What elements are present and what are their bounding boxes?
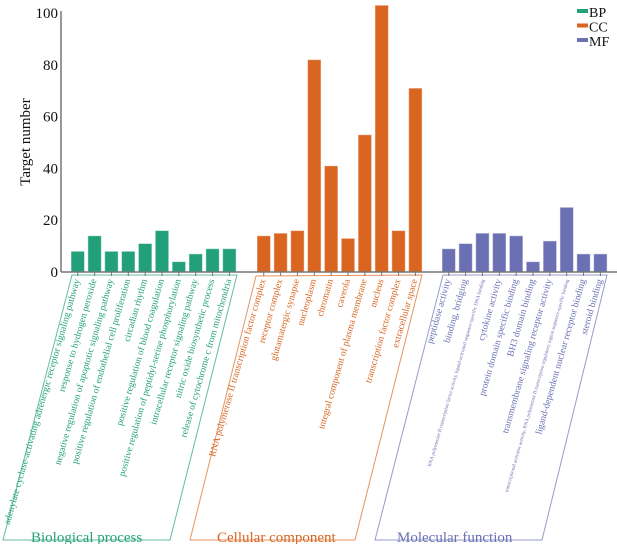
bar-cc — [323, 165, 339, 273]
bar-bp — [104, 250, 119, 273]
category-label: chromatin — [316, 278, 336, 318]
y-tick-label: 0 — [51, 265, 59, 281]
legend-label: CC — [589, 21, 608, 36]
group-box-bp — [2, 274, 238, 541]
bar-mf — [525, 261, 541, 273]
bar-cc — [307, 59, 322, 273]
bar-cc — [357, 134, 373, 273]
group-title: Biological process — [31, 530, 142, 544]
group-box-mf — [374, 274, 608, 541]
bar-bp — [121, 250, 136, 273]
bar-cc — [408, 87, 423, 273]
legend-label: BP — [589, 6, 606, 21]
group-boxes: Biological process Cellular component Mole… — [2, 274, 608, 544]
y-tick-label: 60 — [43, 110, 58, 126]
bar-mf — [542, 240, 558, 273]
bar-mf — [475, 232, 490, 273]
bar-bp — [171, 261, 187, 273]
bar-mf — [441, 248, 456, 273]
bar-cc — [374, 4, 389, 273]
bar-cc — [256, 235, 271, 273]
category-label: caveola — [335, 277, 353, 308]
group-title: Cellular component — [217, 530, 337, 544]
bars — [70, 4, 608, 273]
bar-mf — [508, 235, 524, 273]
legend-swatch-mf — [577, 38, 588, 42]
bar-bp — [188, 253, 203, 273]
legend-swatch-cc — [577, 23, 588, 28]
group-title: Molecular function — [397, 530, 513, 544]
bar-bp — [154, 230, 170, 273]
y-tick-label: 20 — [43, 213, 58, 229]
bar-cc — [273, 232, 288, 273]
category-label: nucleus — [369, 278, 387, 309]
y-tick-label: 100 — [36, 6, 59, 22]
bar-bp — [222, 248, 237, 273]
bar-mf — [458, 243, 473, 273]
y-tick-label: 40 — [43, 161, 58, 177]
category-labels: adenylate cyclase-activating adrenergic … — [3, 277, 606, 526]
bar-bp — [87, 235, 102, 273]
bar-bp — [137, 243, 153, 273]
bar-mf — [593, 253, 608, 273]
bar-cc — [290, 230, 305, 273]
bar-mf — [559, 206, 574, 273]
bar-bp — [70, 250, 85, 273]
y-axis: 0 20 40 60 80 100 — [36, 6, 62, 281]
group-box-cc — [189, 274, 423, 541]
bar-cc — [391, 230, 406, 273]
legend-swatch-bp — [577, 9, 588, 13]
legend-label: MF — [589, 35, 609, 50]
y-axis-label: Target number — [18, 98, 34, 185]
bar-cc — [340, 237, 356, 273]
bar-mf — [492, 232, 507, 273]
y-tick-label: 80 — [43, 58, 58, 74]
bar-mf — [576, 253, 591, 273]
bar-bp — [205, 248, 220, 273]
